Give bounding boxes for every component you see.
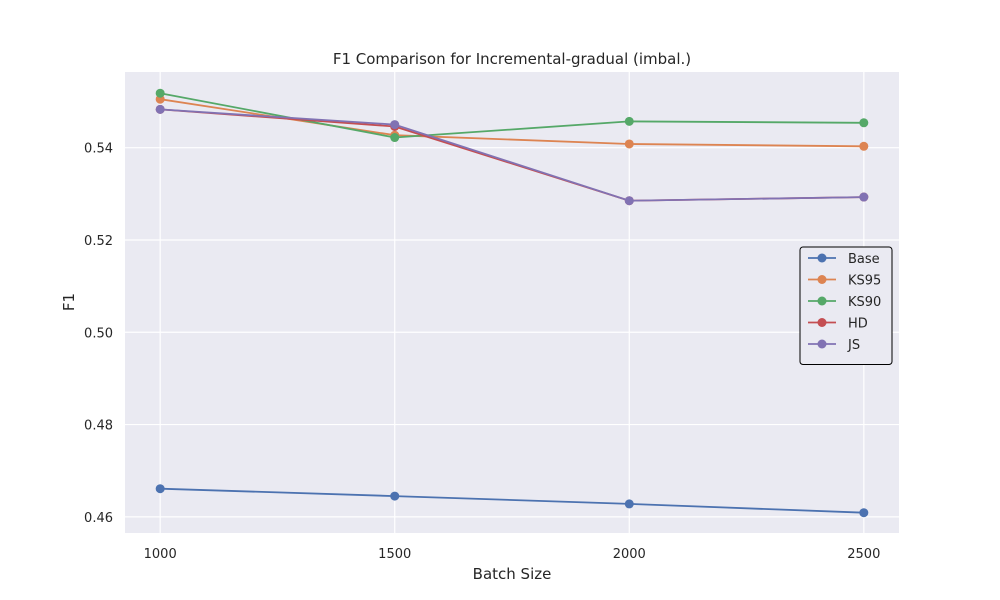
series-line [160, 108, 864, 202]
series-line [160, 487, 864, 514]
series-line [160, 92, 864, 139]
data-point [155, 484, 165, 494]
data-point [390, 491, 400, 501]
x-tick-label: 1000 [144, 547, 177, 562]
y-tick-label: 0.50 [84, 326, 113, 341]
data-point [859, 508, 869, 518]
y-tick-label: 0.54 [84, 142, 113, 157]
legend-label: KS95 [848, 274, 881, 289]
legend-marker [817, 296, 827, 306]
grid-lines [125, 72, 899, 533]
x-tick-label: 2000 [613, 547, 646, 562]
legend-label: HD [848, 317, 868, 332]
legend: Base KS95 KS90 HD JS [799, 246, 893, 365]
x-tick-label: 2500 [847, 547, 880, 562]
x-tick-labels: 1000 1500 2000 2500 [144, 547, 881, 562]
legend-item: KS95 [808, 274, 881, 289]
y-axis-label: F1 [60, 293, 78, 311]
legend-marker [817, 318, 827, 327]
data-point [859, 192, 869, 202]
series-js [155, 104, 869, 206]
series-ks90 [155, 88, 869, 143]
x-axis-label: Batch Size [473, 565, 552, 583]
data-point [390, 133, 400, 143]
y-tick-label: 0.48 [84, 419, 113, 434]
legend-item: HD [808, 317, 868, 332]
y-tick-labels: 0.46 0.48 0.50 0.52 0.54 [84, 142, 113, 526]
data-point [859, 141, 869, 151]
data-point [859, 118, 869, 128]
x-tick-label: 1500 [378, 547, 411, 562]
chart-title: F1 Comparison for Incremental-gradual (i… [333, 50, 691, 68]
plot-area [125, 72, 899, 533]
data-point [390, 120, 400, 130]
legend-marker [817, 253, 827, 263]
data-point [155, 104, 165, 114]
legend-item: Base [808, 252, 880, 267]
legend-item: KS90 [808, 295, 881, 310]
legend-item: JS [808, 338, 860, 353]
data-point [624, 196, 634, 206]
legend-label: JS [847, 338, 860, 353]
y-tick-label: 0.46 [84, 511, 113, 526]
series-group [155, 88, 869, 518]
data-point [624, 139, 634, 149]
series-base [155, 484, 869, 518]
legend-label: KS90 [848, 295, 881, 310]
data-point [624, 116, 634, 126]
data-point [624, 499, 634, 509]
data-point [155, 88, 165, 98]
legend-label: Base [848, 252, 880, 267]
y-tick-label: 0.52 [84, 234, 113, 249]
legend-marker [817, 339, 827, 349]
legend-marker [817, 275, 827, 284]
